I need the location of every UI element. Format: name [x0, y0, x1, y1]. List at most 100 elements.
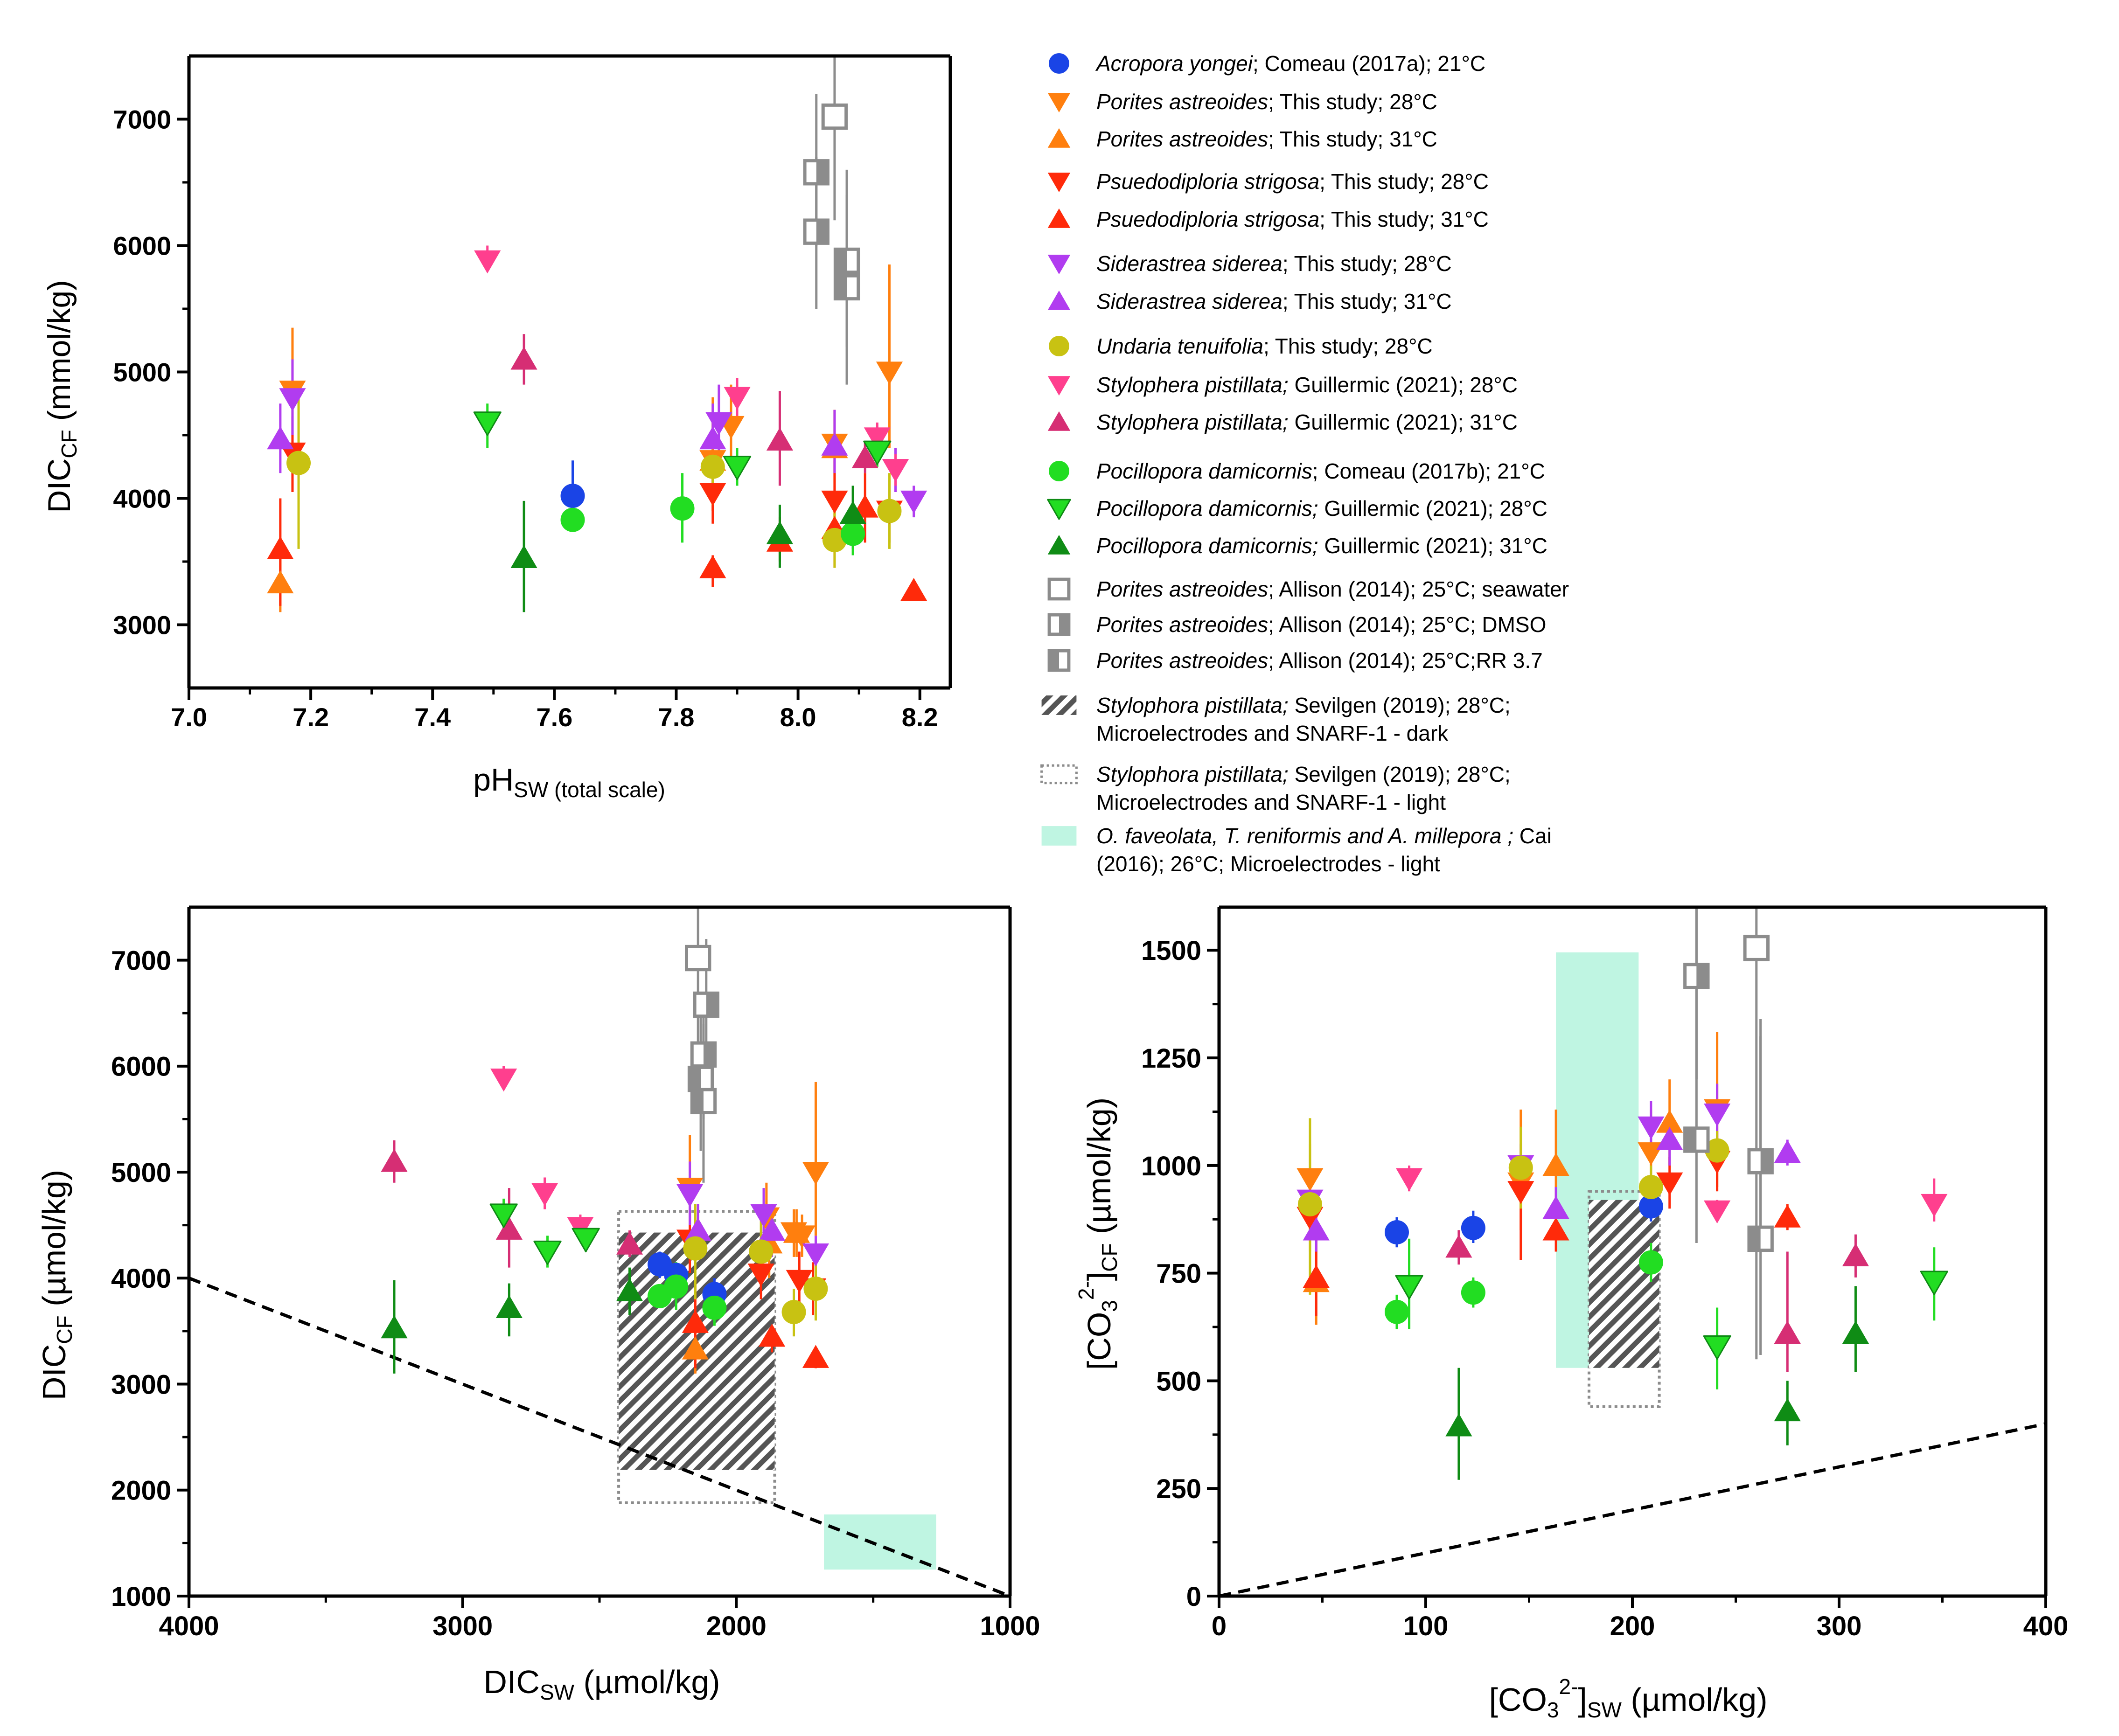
point-pdg31-2 — [616, 1278, 643, 1301]
legend-label-sev_dark: Stylophora pistillata; Sevilgen (2019); … — [1096, 693, 1511, 717]
point-pdc-1 — [670, 496, 695, 521]
point-pdc-0 — [560, 507, 585, 532]
legend-marker-al_rr — [1047, 649, 1071, 672]
legend-label-pa31: Porites astreoides; This study; 31°C — [1096, 127, 1437, 151]
legend-label-ps28: Psuedodiploria strigosa; This study; 28°… — [1096, 169, 1489, 194]
region-cai — [824, 1514, 936, 1570]
x-tick-label: 8.2 — [902, 702, 938, 732]
legend-marker-pdg28 — [1047, 499, 1071, 520]
point-pdc-0 — [1384, 1299, 1409, 1324]
point-pdg28-1 — [1703, 1335, 1731, 1360]
y-tick-label: 4000 — [113, 484, 171, 514]
legend-item-ss28: Siderastrea siderea; This study; 28°C — [1047, 251, 1452, 276]
legend-label-pdg31: Pocillopora damicornis; Guillermic (2021… — [1096, 534, 1547, 558]
point-pdc-2 — [702, 1295, 727, 1320]
x-tick-label: 0 — [1212, 1611, 1227, 1641]
legend-marker-sev_light — [1040, 764, 1078, 785]
point-ss28-1 — [750, 1204, 777, 1228]
legend-label-al_dmso: Porites astreoides; Allison (2014); 25°C… — [1096, 612, 1546, 637]
y-tick-label: 6000 — [113, 231, 171, 261]
y-tick-label: 5000 — [113, 358, 171, 387]
point-pdg31-0 — [381, 1315, 408, 1339]
point-sp31-2 — [851, 445, 878, 468]
point-ss31-0 — [1303, 1217, 1330, 1241]
legend-item-al_rr: Porites astreoides; Allison (2014); 25°C… — [1047, 648, 1543, 673]
point-ut-2 — [781, 1300, 806, 1325]
legend-item-pa31: Porites astreoides; This study; 31°C — [1047, 127, 1437, 151]
point-ss31-0 — [267, 426, 294, 450]
point-sp31-0 — [510, 347, 537, 370]
legend-item-ut: Undaria tenuifolia; This study; 28°C — [1049, 334, 1433, 358]
point-ps31-1 — [1542, 1217, 1569, 1241]
point-pdg31-1 — [1774, 1398, 1801, 1422]
point-sp31-1 — [766, 427, 794, 451]
bottom-right-x-axis-label: [CO32-]SW (µmol/kg) — [1489, 1674, 1767, 1722]
legend-marker-ps31 — [1047, 208, 1071, 228]
point-sp31-1 — [495, 1216, 523, 1240]
legend-marker-ps28 — [1047, 173, 1071, 193]
point-ss31-1 — [699, 426, 726, 450]
point-ss31-2 — [821, 432, 848, 456]
y-tick-label: 3000 — [111, 1369, 171, 1400]
point-pa31-0 — [267, 570, 294, 594]
legend-label-ut: Undaria tenuifolia; This study; 28°C — [1096, 334, 1433, 358]
legend-item-pdc: Pocillopora damicornis; Comeau (2017b); … — [1049, 459, 1545, 483]
legend-item-ps31: Psuedodiploria strigosa; This study; 31°… — [1047, 207, 1489, 231]
point-ss28-0 — [676, 1184, 704, 1208]
point-pdg31-1 — [766, 521, 794, 544]
legend-label-ps31: Psuedodiploria strigosa; This study; 31°… — [1096, 207, 1489, 231]
x-tick-label: 7.8 — [658, 702, 695, 732]
legend-item-al_sw: Porites astreoides; Allison (2014); 25°C… — [1047, 577, 1569, 601]
point-pdg28-2 — [863, 440, 892, 465]
point-ay-2 — [1638, 1194, 1663, 1219]
point-ss28-2 — [1638, 1116, 1665, 1140]
legend-label-al_sw: Porites astreoides; Allison (2014); 25°C… — [1096, 577, 1569, 601]
point-ut-2 — [1638, 1175, 1663, 1200]
legend-marker-ay — [1049, 53, 1069, 74]
point-al_rr-0 — [833, 247, 860, 274]
point-ss28-1 — [705, 412, 732, 436]
x-tick-label: 7.6 — [536, 702, 572, 732]
point-al_rr-1 — [1747, 1225, 1774, 1252]
legend-item-ay: Acropora yongei; Comeau (2017a); 21°C — [1049, 51, 1485, 76]
point-sp28-0 — [490, 1069, 517, 1092]
point-ay-1 — [1461, 1215, 1485, 1240]
x-tick-label: 7.0 — [171, 702, 207, 732]
bottom-left-x-axis-label: DICSW (µmol/kg) — [483, 1664, 720, 1704]
x-tick-label: 2000 — [706, 1611, 767, 1641]
point-ss31-1 — [759, 1217, 786, 1241]
point-ut-3 — [1705, 1138, 1729, 1163]
legend-item-al_dmso: Porites astreoides; Allison (2014); 25°C… — [1047, 612, 1546, 637]
y-tick-label: 1500 — [1141, 936, 1201, 966]
point-sp28-2 — [1921, 1194, 1948, 1217]
legend-label-pa28: Porites astreoides; This study; 28°C — [1096, 90, 1437, 114]
legend-marker-ss31 — [1047, 290, 1071, 310]
y-tick-label: 5000 — [111, 1158, 171, 1188]
point-ps28-1 — [1507, 1181, 1534, 1204]
legend-item-cai: O. faveolata, T. reniformis and A. mille… — [1041, 824, 1552, 876]
point-pdg31-1 — [495, 1295, 523, 1319]
legend-item-sp31: Stylophera pistillata; Guillermic (2021)… — [1047, 410, 1518, 434]
point-pa31-2 — [1656, 1110, 1683, 1133]
legend-label-pdg28: Pocillopora damicornis; Guillermic (2021… — [1096, 496, 1547, 521]
one-to-one-line — [1219, 1422, 2046, 1598]
point-pdc-1 — [664, 1274, 689, 1299]
x-tick-label: 8.0 — [780, 702, 816, 732]
point-sp31-2 — [616, 1231, 643, 1255]
point-pdc-2 — [1638, 1250, 1663, 1275]
point-sp28-0 — [1395, 1168, 1423, 1191]
point-ut-0 — [1297, 1192, 1322, 1216]
point-ss28-0 — [279, 388, 306, 411]
legend-label2-sev_light: Microelectrodes and SNARF-1 - light — [1096, 790, 1446, 814]
x-tick-label: 7.4 — [414, 702, 451, 732]
point-pdg31-0 — [510, 545, 537, 568]
legend-marker-sev_dark — [1041, 695, 1077, 715]
legend-marker-al_sw — [1047, 577, 1071, 601]
legend-item-ss31: Siderastrea siderea; This study; 31°C — [1047, 289, 1452, 313]
x-tick-label: 400 — [2023, 1611, 2069, 1641]
y-tick-label: 750 — [1156, 1259, 1201, 1289]
one-to-one-line — [188, 1277, 1011, 1598]
point-ps31-0 — [267, 536, 294, 559]
legend-label2-sev_dark: Microelectrodes and SNARF-1 - dark — [1096, 721, 1449, 745]
y-tick-label: 1250 — [1141, 1043, 1201, 1074]
